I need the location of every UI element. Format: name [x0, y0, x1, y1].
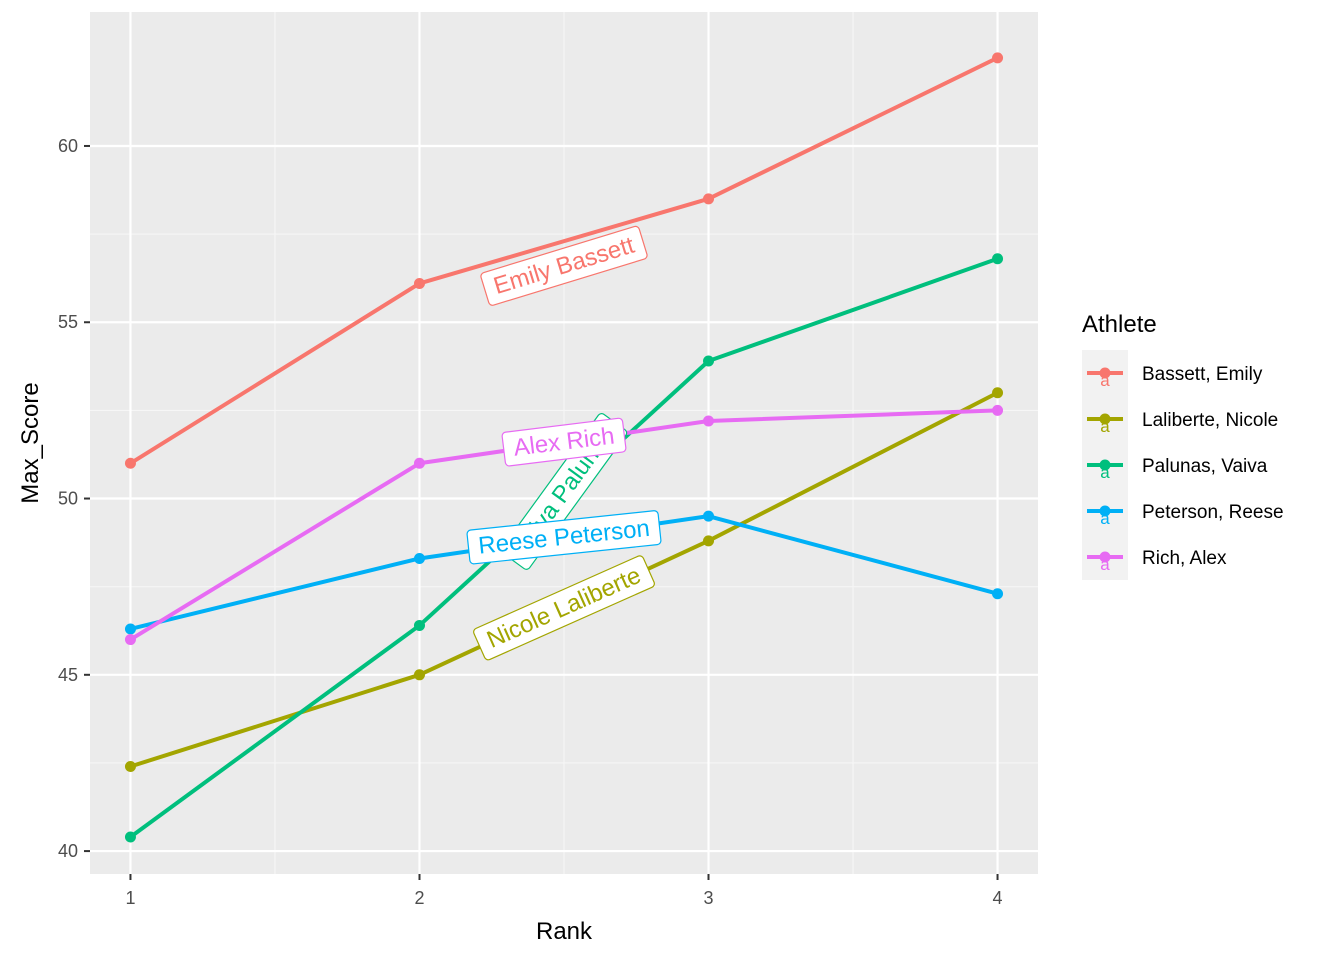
- legend-label: Rich, Alex: [1142, 548, 1227, 569]
- y-tick-label: 40: [58, 841, 78, 861]
- legend-key-text-glyph: a: [1100, 509, 1110, 528]
- legend-items: a Bassett, Emily a Laliberte, Nicole a Paluna…: [1082, 350, 1284, 580]
- legend-label: Bassett, Emily: [1142, 364, 1263, 385]
- legend-key-text-glyph: a: [1100, 371, 1110, 390]
- legend-key-text-glyph: a: [1100, 463, 1110, 482]
- legend-label: Laliberte, Nicole: [1142, 410, 1278, 431]
- data-point: [124, 760, 136, 772]
- legend-key-point: [1099, 551, 1111, 563]
- legend-item: a Peterson, Reese: [1082, 488, 1284, 534]
- data-point: [413, 552, 425, 564]
- data-point: [413, 669, 425, 681]
- y-tick-label: 60: [58, 136, 78, 156]
- x-tick-label: 4: [993, 888, 1003, 908]
- y-axis-title: Max_Score: [17, 382, 44, 503]
- legend-label: Palunas, Vaiva: [1142, 456, 1268, 477]
- data-point: [992, 387, 1004, 399]
- legend-title: Athlete: [1082, 311, 1157, 338]
- x-tick-label: 1: [125, 888, 135, 908]
- axes: 40 45 50 55 60 1 2 3 4: [58, 136, 1003, 908]
- series-line: [128, 55, 1000, 466]
- data-point: [124, 623, 136, 635]
- y-tick-label: 55: [58, 312, 78, 332]
- x-tick-label: 3: [704, 888, 714, 908]
- legend-item: a Bassett, Emily: [1082, 350, 1263, 396]
- legend: Athlete a Bassett, Emily a Laliberte, Nicol…: [1082, 311, 1284, 580]
- legend-key-point: [1099, 367, 1111, 379]
- legend-label: Peterson, Reese: [1142, 502, 1284, 523]
- x-tick-label: 2: [414, 888, 424, 908]
- data-point: [124, 831, 136, 843]
- data-point: [413, 277, 425, 289]
- data-point: [703, 415, 715, 427]
- legend-key-point: [1099, 505, 1111, 517]
- series-label: Alex Rich: [501, 417, 627, 467]
- data-point: [703, 535, 715, 547]
- legend-item: a Palunas, Vaiva: [1082, 442, 1268, 488]
- series-label-box: [480, 225, 648, 306]
- legend-key-text-glyph: a: [1100, 417, 1110, 436]
- data-point: [413, 457, 425, 469]
- data-point: [703, 193, 715, 205]
- y-tick-label: 45: [58, 665, 78, 685]
- x-axis-title: Rank: [536, 918, 593, 945]
- y-tick-label: 50: [58, 489, 78, 509]
- data-point: [992, 404, 1004, 416]
- series-label-box: [501, 417, 627, 467]
- data-point: [703, 510, 715, 522]
- legend-key-point: [1099, 413, 1111, 425]
- series-label-box: [466, 510, 662, 565]
- data-point: [124, 457, 136, 469]
- data-point: [992, 588, 1004, 600]
- series-label-box: [473, 555, 655, 661]
- legend-key-text-glyph: a: [1100, 555, 1110, 574]
- data-point: [992, 253, 1004, 265]
- legend-key-point: [1099, 459, 1111, 471]
- data-point: [992, 52, 1004, 64]
- data-point: [124, 634, 136, 646]
- data-point: [703, 355, 715, 367]
- legend-item: a Laliberte, Nicole: [1082, 396, 1278, 442]
- data-point: [413, 619, 425, 631]
- legend-item: a Rich, Alex: [1082, 534, 1227, 580]
